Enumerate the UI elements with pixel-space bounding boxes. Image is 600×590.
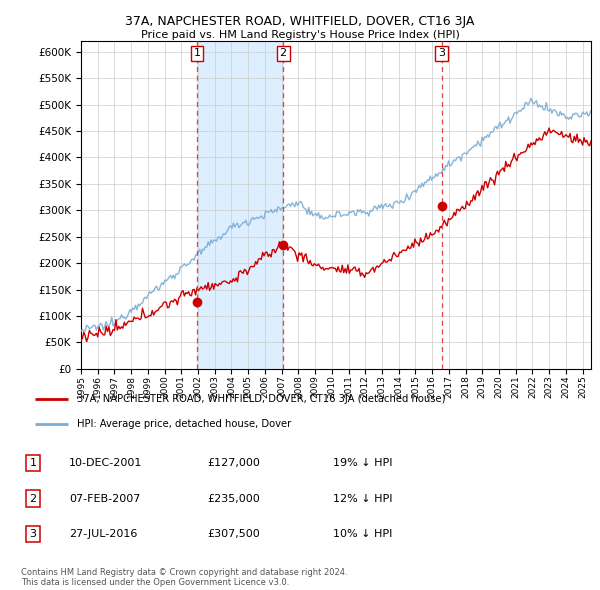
Text: HPI: Average price, detached house, Dover: HPI: Average price, detached house, Dove… (77, 419, 291, 429)
Text: £127,000: £127,000 (207, 458, 260, 468)
Text: 2: 2 (29, 494, 37, 503)
Text: £307,500: £307,500 (207, 529, 260, 539)
Text: 27-JUL-2016: 27-JUL-2016 (69, 529, 137, 539)
Text: 2: 2 (280, 48, 287, 58)
Text: £235,000: £235,000 (207, 494, 260, 503)
Text: 10-DEC-2001: 10-DEC-2001 (69, 458, 142, 468)
Bar (197, 41, 283, 369)
Text: 1: 1 (29, 458, 37, 468)
Text: 07-FEB-2007: 07-FEB-2007 (69, 494, 140, 503)
Text: 37A, NAPCHESTER ROAD, WHITFIELD, DOVER, CT16 3JA (detached house): 37A, NAPCHESTER ROAD, WHITFIELD, DOVER, … (77, 394, 445, 404)
Text: 1: 1 (194, 48, 200, 58)
Text: 19% ↓ HPI: 19% ↓ HPI (333, 458, 392, 468)
Text: 3: 3 (29, 529, 37, 539)
Text: 12% ↓ HPI: 12% ↓ HPI (333, 494, 392, 503)
Text: 3: 3 (438, 48, 445, 58)
Text: Price paid vs. HM Land Registry's House Price Index (HPI): Price paid vs. HM Land Registry's House … (140, 30, 460, 40)
Text: Contains HM Land Registry data © Crown copyright and database right 2024.
This d: Contains HM Land Registry data © Crown c… (21, 568, 347, 587)
Text: 10% ↓ HPI: 10% ↓ HPI (333, 529, 392, 539)
Text: 37A, NAPCHESTER ROAD, WHITFIELD, DOVER, CT16 3JA: 37A, NAPCHESTER ROAD, WHITFIELD, DOVER, … (125, 15, 475, 28)
